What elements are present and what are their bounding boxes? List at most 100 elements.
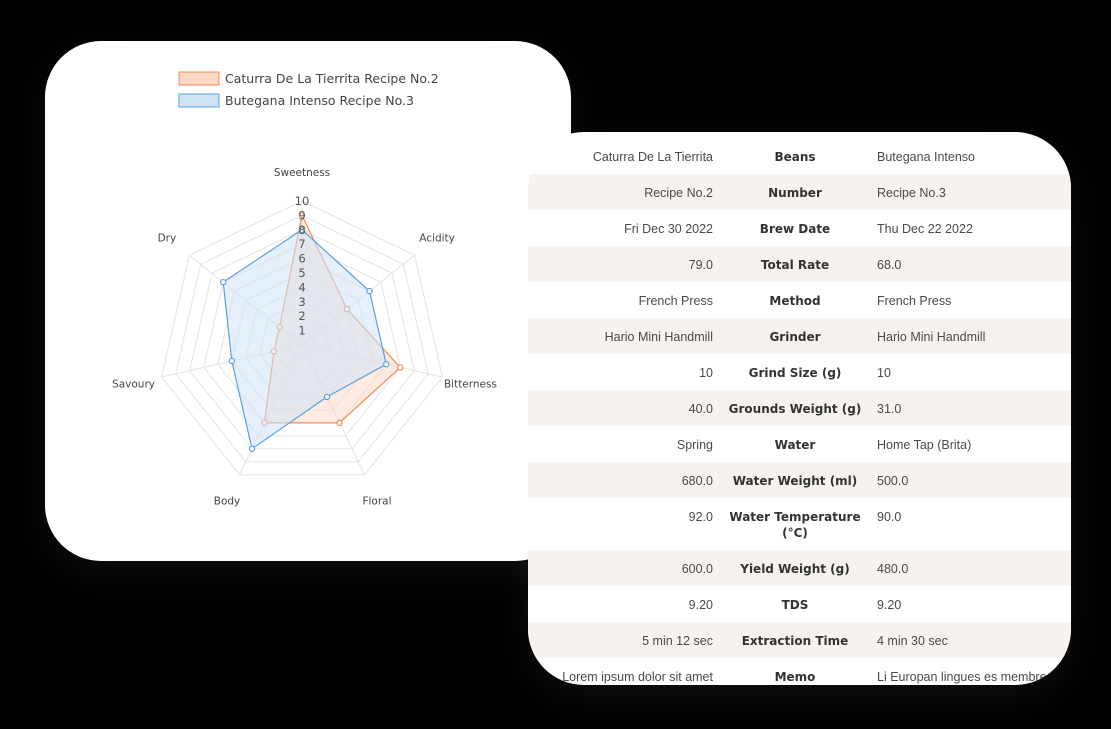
- table-row: French Press Method French Press: [528, 282, 1071, 318]
- data-point: [248, 445, 256, 452]
- radial-tick-label: 3: [298, 295, 305, 309]
- radial-tick-label: 4: [298, 280, 305, 294]
- legend-swatch: [178, 71, 220, 86]
- recipe-a-value: 680.0: [681, 474, 713, 488]
- recipe-b-value: 68.0: [877, 258, 902, 272]
- table-row: 680.0 Water Weight (ml) 500.0: [528, 462, 1071, 498]
- recipe-b-value: Thu Dec 22 2022: [877, 222, 973, 236]
- radial-tick-label: 8: [298, 223, 305, 237]
- axis-label: Acidity: [419, 232, 455, 244]
- grid-ring: [189, 229, 415, 450]
- recipe-b-value: 4 min 30 sec: [877, 634, 948, 648]
- recipe-b-value: Butegana Intenso: [877, 150, 975, 164]
- recipe-b-value: 480.0: [877, 562, 909, 576]
- table-row: 9.20 TDS 9.20: [528, 586, 1071, 622]
- grid-ring: [161, 200, 443, 476]
- recipe-a-value: 600.0: [681, 562, 713, 576]
- radial-tick-label: 6: [298, 252, 305, 266]
- field-label: Total Rate: [760, 258, 830, 272]
- recipe-a-value: Fri Dec 30 2022: [624, 222, 713, 236]
- field-label: Yield Weight (g): [740, 562, 850, 576]
- field-label: Water Weight (ml): [732, 474, 858, 488]
- field-label: Memo: [774, 670, 816, 684]
- data-point: [336, 419, 343, 427]
- field-label: Extraction Time: [741, 634, 849, 648]
- data-point: [383, 361, 390, 368]
- field-label: Number: [768, 186, 822, 200]
- recipe-b-value: Li Europan lingues es membres: [877, 670, 1053, 684]
- data-point: [219, 278, 227, 286]
- field-label: Beans: [774, 150, 816, 164]
- grid-ring: [175, 214, 429, 463]
- recipe-a-value: 79.0: [688, 258, 713, 272]
- field-label: Grinder: [769, 330, 821, 344]
- recipe-a-value: Caturra De La Tierrita: [592, 150, 713, 164]
- recipe-a-value: 10: [699, 366, 713, 380]
- data-point: [366, 287, 373, 295]
- recipe-a-value: French Press: [638, 294, 713, 308]
- radial-tick-label: 9: [298, 208, 305, 222]
- legend-label: Butegana Intenso Recipe No.3: [225, 93, 414, 108]
- comparison-table: Caturra De La Tierrita Beans Butegana Inte…: [528, 138, 1071, 685]
- comparison-table-card: Caturra De La Tierrita Beans Butegana Inte…: [528, 132, 1071, 685]
- radial-tick-label: 2: [298, 309, 305, 323]
- table-row: 5 min 12 sec Extraction Time 4 min 30 sec: [528, 622, 1071, 658]
- field-label: Brew Date: [759, 222, 831, 236]
- recipe-b-value: Recipe No.3: [877, 186, 946, 200]
- legend-swatch: [178, 93, 220, 108]
- grid-ring: [203, 243, 401, 437]
- table-row: 79.0 Total Rate 68.0: [528, 246, 1071, 282]
- recipe-a-value: Lorem ipsum dolor sit amet,: [558, 670, 713, 684]
- table-row: Recipe No.2 Number Recipe No.3: [528, 174, 1071, 210]
- data-point: [298, 226, 306, 233]
- data-point: [397, 364, 404, 371]
- axis-label: Savoury: [112, 378, 155, 390]
- field-label: Grounds Weight (g): [728, 402, 862, 416]
- table-row: 600.0 Yield Weight (g) 480.0: [528, 550, 1071, 586]
- field-label: Water: [774, 438, 816, 452]
- table-row: Hario Mini Handmill Grinder Hario Mini Han…: [528, 318, 1071, 354]
- recipe-b-value: 9.20: [877, 598, 902, 612]
- radial-tick-label: 5: [298, 266, 305, 280]
- series-area-2: [222, 229, 387, 450]
- field-label: Grind Size (g): [748, 366, 842, 380]
- legend-label: Caturra De La Tierrita Recipe No.2: [225, 71, 439, 86]
- recipe-a-value: 92.0: [688, 510, 713, 524]
- data-point: [228, 357, 236, 365]
- data-point: [323, 393, 331, 401]
- field-label: Water Temperature (°C): [729, 510, 861, 540]
- recipe-b-value: French Press: [877, 294, 952, 308]
- recipe-b-value: Hario Mini Handmill: [877, 330, 986, 344]
- recipe-a-value: Hario Mini Handmill: [604, 330, 713, 344]
- field-label: Method: [769, 294, 821, 308]
- recipe-a-value: Recipe No.2: [644, 186, 713, 200]
- radar-chart-card: 1 2 3 4 5 6 7 8 9 10 Sweetness Acidity Bitterness Flo…: [45, 41, 571, 561]
- recipe-b-value: 500.0: [877, 474, 909, 488]
- table-row: Spring Water Home Tap (Brita): [528, 426, 1071, 462]
- recipe-a-value: 9.20: [688, 598, 713, 612]
- table-row: Lorem ipsum dolor sit amet, Memo Li Europa…: [528, 658, 1071, 685]
- radial-tick-label: 7: [298, 237, 305, 251]
- recipe-b-value: Home Tap (Brita): [877, 438, 972, 452]
- axis-label: Dry: [158, 232, 177, 244]
- recipe-b-value: 31.0: [877, 402, 902, 416]
- table-row: 92.0 Water Temperature (°C) 90.0: [528, 498, 1071, 550]
- recipe-b-value: 90.0: [877, 510, 902, 524]
- table-row: Caturra De La Tierrita Beans Butegana Inte…: [528, 138, 1071, 174]
- axis-label: Bitterness: [444, 378, 497, 390]
- recipe-b-value: 10: [877, 366, 891, 380]
- recipe-a-value: 40.0: [688, 402, 713, 416]
- table-row: 10 Grind Size (g) 10: [528, 354, 1071, 390]
- radial-tick-label: 1: [298, 324, 305, 338]
- recipe-a-value: Spring: [676, 438, 713, 452]
- axis-label: Body: [214, 496, 241, 508]
- radial-tick-label: 10: [295, 194, 310, 208]
- field-label: TDS: [781, 598, 809, 612]
- table-row: 40.0 Grounds Weight (g) 31.0: [528, 390, 1071, 426]
- recipe-a-value: 5 min 12 sec: [642, 634, 713, 648]
- axis-label: Floral: [362, 496, 391, 508]
- axis-label: Sweetness: [274, 167, 330, 179]
- data-point: [298, 212, 306, 219]
- table-row: Fri Dec 30 2022 Brew Date Thu Dec 22 2022: [528, 210, 1071, 246]
